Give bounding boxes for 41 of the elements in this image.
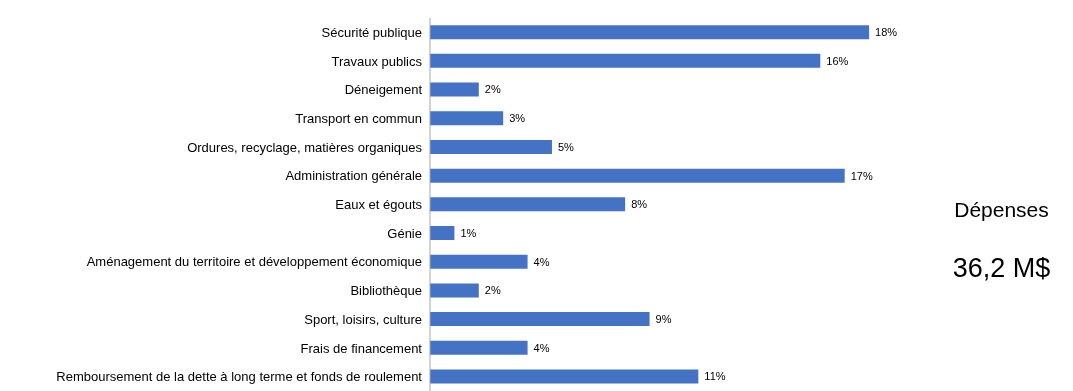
data-label: 2% [484, 83, 501, 96]
data-label: 17% [850, 169, 873, 182]
bar [430, 226, 455, 241]
y-tick-label: Transport en commun [295, 111, 422, 127]
y-tick-label: Travaux publics [331, 53, 423, 69]
bar [430, 111, 504, 126]
bar [430, 82, 479, 97]
y-tick-label: Génie [387, 225, 422, 241]
y-tick-label: Sport, loisirs, culture [304, 311, 422, 327]
bar [430, 369, 699, 384]
y-tick-label: Administration générale [285, 168, 422, 184]
data-label: 2% [484, 284, 501, 297]
bar [430, 283, 479, 298]
bar [430, 168, 845, 183]
data-label: 3% [509, 112, 526, 125]
bar [430, 312, 650, 327]
bar [430, 139, 552, 154]
bar [430, 53, 821, 68]
bar [430, 25, 870, 40]
y-tick-label: Remboursement de la dette à long terme et fonds de roulement [56, 369, 423, 385]
y-tick-label: Frais de financement [300, 340, 423, 356]
text: 36,2 M$ [951, 253, 1052, 284]
data-label: 9% [655, 313, 672, 325]
y-tick-label: Aménagement du territoire et développement économique [86, 254, 422, 270]
data-label: 4% [533, 341, 550, 354]
y-tick-label: Déneigement [344, 82, 423, 98]
data-label: 16% [826, 54, 849, 67]
y-tick-label: Eaux et égouts [335, 197, 423, 213]
data-label: 5% [557, 140, 575, 153]
y-tick-label: Sécurité publique [321, 24, 422, 40]
data-label: 8% [631, 198, 648, 211]
data-label: 18% [875, 26, 898, 39]
data-label: 1% [460, 226, 477, 239]
y-tick-label: Ordures, recyclage, matières organiques [187, 139, 423, 155]
y-tick-label: Bibliothèque [350, 283, 422, 299]
bar [430, 254, 528, 269]
text: Dépenses [953, 198, 1050, 222]
bar [430, 197, 626, 212]
data-label: 4% [533, 255, 550, 268]
bar [430, 340, 528, 355]
data-label: 11% [704, 370, 726, 383]
